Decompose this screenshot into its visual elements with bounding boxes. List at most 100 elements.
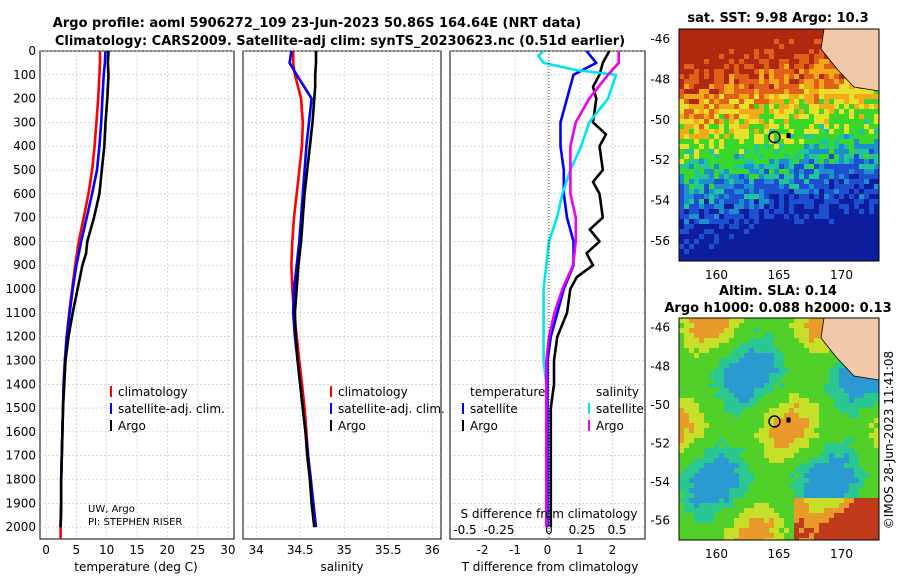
map-cell (709, 189, 715, 195)
map-cell (749, 94, 755, 100)
map-cell (869, 493, 875, 499)
map-cell (794, 154, 800, 160)
map-cell (764, 333, 770, 339)
map-cell (729, 413, 735, 419)
map-cell (679, 134, 685, 140)
map-cell (789, 323, 795, 329)
map-lat-tick-label: -46 (650, 32, 670, 46)
map-cell (744, 139, 750, 145)
map-cell (799, 353, 805, 359)
map-cell (789, 348, 795, 354)
map-cell (829, 244, 835, 250)
map-cell (834, 518, 840, 524)
map-cell (774, 433, 780, 439)
map-cell (809, 109, 815, 115)
map-cell (864, 259, 870, 261)
map-cell (804, 443, 810, 449)
map-cell (689, 99, 695, 105)
map-cell (824, 79, 830, 85)
map-cell (684, 368, 690, 374)
map-cell (854, 134, 860, 140)
map-cell (779, 154, 785, 160)
map-cell (799, 69, 805, 75)
map-cell (694, 219, 700, 225)
map-cell (764, 533, 770, 539)
map-cell (779, 523, 785, 529)
map-cell (704, 373, 710, 379)
map-cell (869, 134, 875, 140)
map-cell (799, 64, 805, 70)
map-cell (734, 59, 740, 65)
x-tick-label: 15 (129, 543, 144, 557)
map-cell (859, 528, 865, 534)
map-cell (809, 413, 815, 419)
map-cell (734, 139, 740, 145)
map-cell (679, 224, 685, 230)
map-cell (849, 189, 855, 195)
map-cell (749, 214, 755, 220)
map-cell (874, 388, 879, 394)
map-cell (719, 259, 725, 261)
map-cell (859, 189, 865, 195)
map-cell (739, 49, 745, 55)
map-cell (759, 259, 765, 261)
map-cell (814, 438, 820, 444)
map-cell (839, 418, 845, 424)
map-cell (774, 79, 780, 85)
map-cell (724, 29, 730, 35)
map-cell (774, 244, 780, 250)
map-cell (679, 229, 685, 235)
map-cell (769, 114, 775, 120)
map-cell (694, 443, 700, 449)
map-cell (759, 134, 765, 140)
map-cell (759, 378, 765, 384)
map-cell (684, 149, 690, 155)
map-cell (749, 44, 755, 50)
map-cell (834, 468, 840, 474)
map-cell (754, 109, 760, 115)
map-cell (699, 59, 705, 65)
map-cell (849, 458, 855, 464)
map-cell (859, 244, 865, 250)
map-cell (709, 518, 715, 524)
map-cell (689, 493, 695, 499)
map-cell (814, 179, 820, 185)
map-cell (769, 239, 775, 245)
map-cell (834, 513, 840, 519)
map-cell (819, 418, 825, 424)
map-cell (809, 94, 815, 100)
map-cell (749, 503, 755, 509)
map-cell (774, 219, 780, 225)
map-cell (799, 259, 805, 261)
map-cell (779, 169, 785, 175)
map-cell (749, 79, 755, 85)
map-cell (694, 89, 700, 95)
map-cell (839, 463, 845, 469)
map-cell (839, 448, 845, 454)
map-cell (814, 59, 820, 65)
map-cell (754, 249, 760, 255)
map-cell (689, 333, 695, 339)
map-cell (814, 503, 820, 509)
map-cell (754, 169, 760, 175)
map-cell (724, 244, 730, 250)
map-cell (679, 59, 685, 65)
map-cell (824, 144, 830, 150)
map-cell (729, 154, 735, 160)
map-cell (724, 488, 730, 494)
map-cell (729, 204, 735, 210)
map-cell (844, 244, 850, 250)
map-cell (689, 144, 695, 150)
map-cell (694, 69, 700, 75)
map-cell (759, 438, 765, 444)
depth-tick-label: 300 (13, 115, 36, 129)
map-cell (859, 413, 865, 419)
map-cell (804, 463, 810, 469)
map-cell (699, 169, 705, 175)
map-cell (859, 518, 865, 524)
map-cell (864, 468, 870, 474)
map-cell (859, 114, 865, 120)
map-cell (679, 478, 685, 484)
map-cell (694, 498, 700, 504)
map-cell (699, 69, 705, 75)
